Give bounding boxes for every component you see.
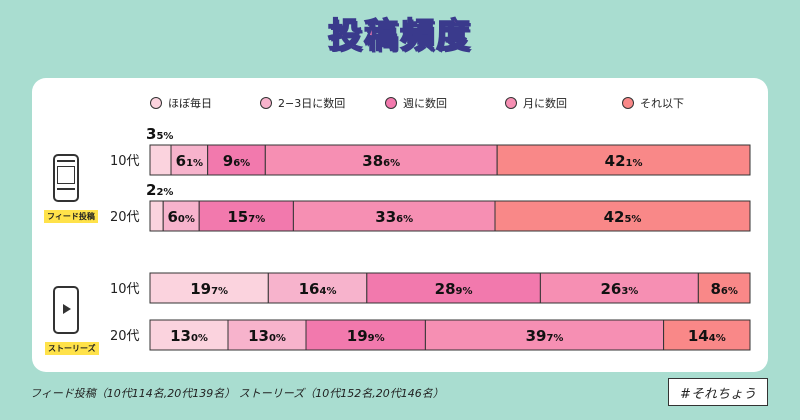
bar-segment — [207, 144, 266, 176]
legend-item: ほぼ毎日 — [150, 95, 212, 111]
bar-segment — [227, 319, 307, 351]
row-label: 20代 — [110, 329, 140, 344]
bar-segment — [496, 144, 751, 176]
bar-segment — [170, 144, 209, 176]
bar-segment — [198, 200, 294, 232]
legend-swatch — [622, 97, 634, 109]
stories-phone-icon — [53, 286, 79, 334]
footnote: フィード投稿（10代114名,20代139名） ストーリーズ（10代152名,2… — [30, 387, 444, 400]
row-label: 10代 — [110, 154, 140, 169]
bar-segment — [149, 144, 172, 176]
legend: ほぼ毎日 2−3日に数回 週に数回 月に数回 それ以下 — [150, 95, 750, 111]
legend-item: 2−3日に数回 — [260, 95, 345, 111]
legend-label: 週に数回 — [403, 97, 447, 110]
legend-swatch — [385, 97, 397, 109]
legend-label: 2−3日に数回 — [278, 97, 346, 110]
legend-item: 月に数回 — [505, 95, 567, 111]
data-label: 22% — [146, 181, 173, 199]
data-label: 386% — [362, 152, 400, 170]
data-label: 61% — [176, 152, 203, 170]
row-label: 20代 — [110, 210, 140, 225]
hashtag-badge: #それちょう — [668, 378, 768, 406]
bar-segment — [149, 319, 229, 351]
bar-segment — [267, 272, 368, 304]
data-label: 425% — [604, 208, 642, 226]
bar-segment — [697, 272, 751, 304]
bar-segment — [494, 200, 751, 232]
legend-swatch — [505, 97, 517, 109]
bar-segment — [424, 319, 665, 351]
bar-segment — [663, 319, 751, 351]
data-label: 130% — [248, 327, 286, 345]
group-label-feed: フィード投稿 — [44, 210, 98, 223]
bar-segment — [149, 200, 164, 232]
bar-segment — [366, 272, 541, 304]
feed-phone-icon — [53, 154, 79, 202]
bar-segment — [264, 144, 498, 176]
legend-label: ほぼ毎日 — [168, 97, 212, 110]
data-label: 130% — [170, 327, 208, 345]
row-label: 10代 — [110, 282, 140, 297]
bar-segment — [162, 200, 200, 232]
data-label: 164% — [299, 280, 337, 298]
data-label: 397% — [526, 327, 564, 345]
chart-title: 投稿頻度 — [327, 15, 472, 57]
data-label: 96% — [223, 152, 250, 170]
group-label-stories: ストーリーズ — [45, 342, 99, 355]
legend-item: 週に数回 — [385, 95, 447, 111]
bar-segment — [149, 272, 269, 304]
data-label: 197% — [190, 280, 228, 298]
data-label: 289% — [435, 280, 473, 298]
legend-item: それ以下 — [622, 95, 684, 111]
data-label: 336% — [375, 208, 413, 226]
bar-segment — [292, 200, 496, 232]
legend-swatch — [150, 97, 162, 109]
data-label: 35% — [146, 125, 173, 143]
data-label: 263% — [600, 280, 638, 298]
data-label: 86% — [710, 280, 737, 298]
legend-label: 月に数回 — [523, 97, 567, 110]
bar-segment — [305, 319, 426, 351]
data-label: 199% — [347, 327, 385, 345]
data-label: 144% — [688, 327, 726, 345]
legend-swatch — [260, 97, 272, 109]
legend-label: それ以下 — [640, 97, 684, 110]
data-label: 157% — [227, 208, 265, 226]
data-label: 60% — [167, 208, 194, 226]
data-label: 421% — [605, 152, 643, 170]
